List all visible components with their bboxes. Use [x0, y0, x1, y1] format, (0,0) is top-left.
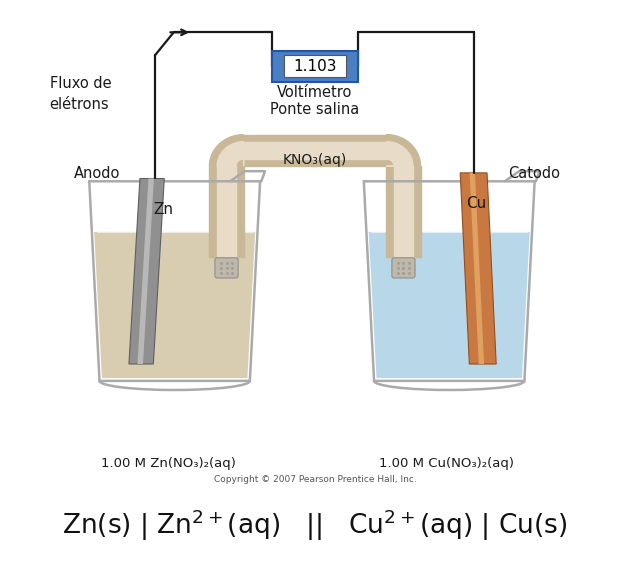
- Polygon shape: [137, 179, 154, 364]
- FancyBboxPatch shape: [272, 51, 358, 81]
- Text: Catodo: Catodo: [508, 167, 560, 181]
- Text: Anodo: Anodo: [74, 167, 120, 181]
- Text: Copyright © 2007 Pearson Prentice Hall, Inc.: Copyright © 2007 Pearson Prentice Hall, …: [214, 475, 416, 484]
- Polygon shape: [369, 232, 530, 378]
- Text: Ponte salina: Ponte salina: [270, 102, 360, 117]
- FancyBboxPatch shape: [392, 258, 415, 278]
- Polygon shape: [386, 142, 413, 166]
- Polygon shape: [94, 232, 255, 378]
- Polygon shape: [386, 134, 421, 166]
- Text: Fluxo de
elétrons: Fluxo de elétrons: [50, 76, 112, 112]
- Text: 1.103: 1.103: [293, 59, 337, 73]
- FancyBboxPatch shape: [285, 55, 345, 77]
- Text: Zn: Zn: [153, 202, 173, 217]
- Polygon shape: [209, 134, 244, 166]
- FancyBboxPatch shape: [215, 258, 238, 278]
- Text: KNO₃(aq): KNO₃(aq): [283, 153, 347, 167]
- Text: Zn(s) | Zn$^{2+}$(aq)   ||   Cu$^{2+}$(aq) | Cu(s): Zn(s) | Zn$^{2+}$(aq) || Cu$^{2+}$(aq) |…: [62, 507, 568, 543]
- Text: 1.00 M Zn(NO₃)₂(aq): 1.00 M Zn(NO₃)₂(aq): [101, 457, 236, 470]
- Polygon shape: [129, 179, 164, 364]
- Polygon shape: [217, 142, 244, 166]
- Polygon shape: [460, 173, 496, 364]
- Text: 1.00 M Cu(NO₃)₂(aq): 1.00 M Cu(NO₃)₂(aq): [379, 457, 513, 470]
- Text: Voltímetro: Voltímetro: [277, 85, 353, 100]
- Polygon shape: [469, 173, 484, 364]
- Text: Cu: Cu: [466, 196, 486, 211]
